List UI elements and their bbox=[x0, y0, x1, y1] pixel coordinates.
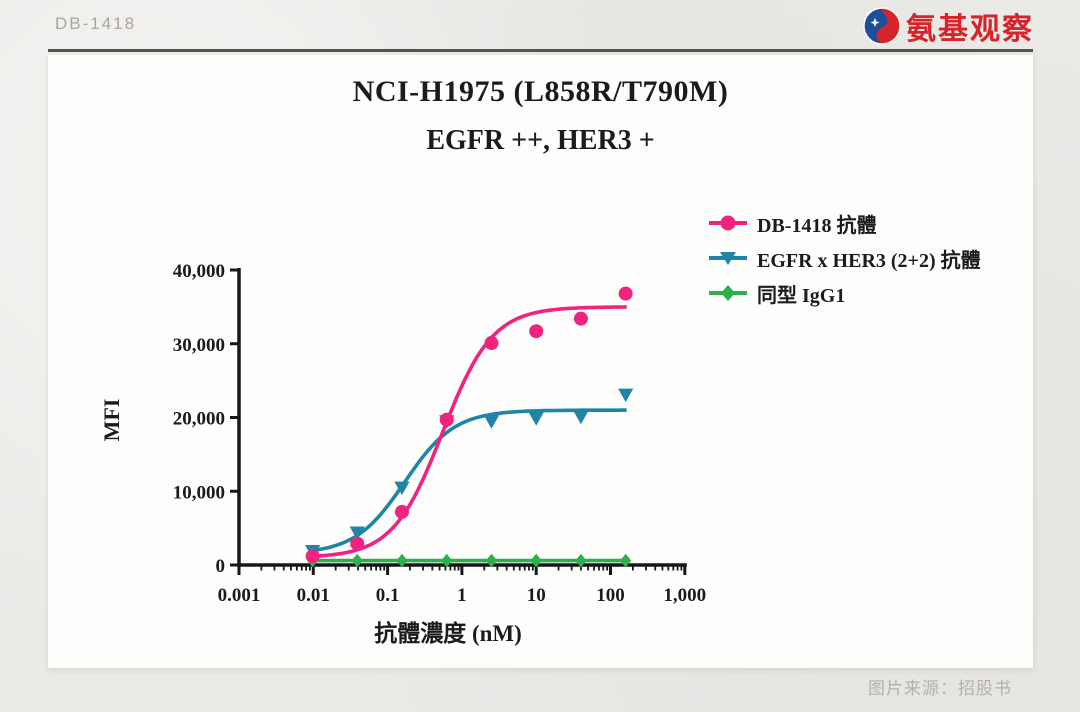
series-1 bbox=[305, 388, 634, 559]
chart-legend: DB-1418 抗體 EGFR x HER3 (2+2) 抗體 同型 IgG1 bbox=[708, 211, 981, 307]
y-tick-label: 20,000 bbox=[173, 409, 225, 430]
legend-label: DB-1418 抗體 bbox=[757, 214, 877, 237]
dose-response-chart: 0 10,000 20,000 30,000 40,000 0.001 0.01 0.1 1 10… bbox=[99, 261, 706, 646]
x-tick-label: 10 bbox=[527, 585, 546, 606]
data-point-marker bbox=[528, 412, 544, 426]
x-tick-label: 1 bbox=[457, 585, 467, 606]
image-source-note: 图片来源：招股书 bbox=[868, 679, 1012, 698]
axes: 0 10,000 20,000 30,000 40,000 0.001 0.01 0.1 1 10… bbox=[173, 261, 706, 606]
data-point-marker bbox=[305, 549, 320, 564]
slide-watermark: DB-1418 bbox=[55, 14, 137, 33]
x-tick-label: 0.1 bbox=[376, 585, 400, 606]
brand-logo-icon bbox=[863, 7, 901, 45]
data-point-marker bbox=[575, 553, 587, 568]
data-point-marker bbox=[483, 415, 500, 429]
y-tick-label: 10,000 bbox=[173, 482, 225, 503]
legend-marker-triangle-icon bbox=[709, 252, 747, 265]
data-point-marker bbox=[618, 286, 633, 301]
data-point-marker bbox=[573, 410, 589, 425]
data-point-marker bbox=[485, 553, 498, 568]
data-point-marker bbox=[396, 553, 408, 568]
legend-label: EGFR x HER3 (2+2) 抗體 bbox=[757, 249, 981, 272]
y-tick-label: 40,000 bbox=[173, 261, 225, 282]
data-point-marker bbox=[349, 526, 365, 541]
data-point-marker bbox=[620, 553, 632, 568]
data-point-marker bbox=[441, 553, 453, 568]
data-point-marker bbox=[618, 388, 634, 403]
data-point-marker bbox=[439, 412, 454, 427]
data-point-marker bbox=[394, 504, 409, 519]
series-2 bbox=[305, 286, 633, 564]
data-point-marker bbox=[530, 553, 542, 568]
data-point-marker bbox=[394, 481, 410, 496]
legend-label: 同型 IgG1 bbox=[757, 284, 846, 307]
chart-title: NCI-H1975 (L858R/T790M) bbox=[352, 75, 729, 108]
y-tick-label: 0 bbox=[216, 556, 226, 577]
legend-item-igg1: 同型 IgG1 bbox=[708, 281, 981, 307]
data-point-marker bbox=[484, 336, 499, 351]
x-tick-label: 100 bbox=[596, 585, 625, 606]
data-point-marker bbox=[573, 311, 588, 326]
legend-marker-circle-icon bbox=[709, 215, 747, 231]
data-point-marker bbox=[350, 536, 365, 551]
series-0 bbox=[307, 553, 632, 568]
y-tick-label: 30,000 bbox=[173, 335, 225, 356]
brand-logo: 氨基观察 bbox=[862, 5, 1034, 47]
header-divider bbox=[48, 49, 1033, 52]
x-tick-label: 0.01 bbox=[297, 585, 330, 606]
x-axis-title: 抗體濃度 (nM) bbox=[374, 620, 522, 646]
legend-marker-diamond-icon bbox=[709, 285, 747, 301]
brand-name: 氨基观察 bbox=[906, 13, 1034, 46]
y-axis-title: MFI bbox=[99, 399, 124, 442]
figure-panel: NCI-H1975 (L858R/T790M) EGFR ++, HER3 + … bbox=[48, 55, 1033, 668]
data-point-marker bbox=[529, 324, 544, 339]
x-tick-label: 1,000 bbox=[663, 585, 706, 606]
chart-subtitle: EGFR ++, HER3 + bbox=[426, 125, 655, 156]
legend-item-egfr-her3: EGFR x HER3 (2+2) 抗體 bbox=[708, 246, 981, 272]
fit-curve bbox=[308, 305, 627, 559]
x-tick-label: 0.001 bbox=[218, 585, 261, 606]
data-point-marker bbox=[351, 553, 363, 568]
legend-item-db-1418: DB-1418 抗體 bbox=[708, 211, 981, 237]
